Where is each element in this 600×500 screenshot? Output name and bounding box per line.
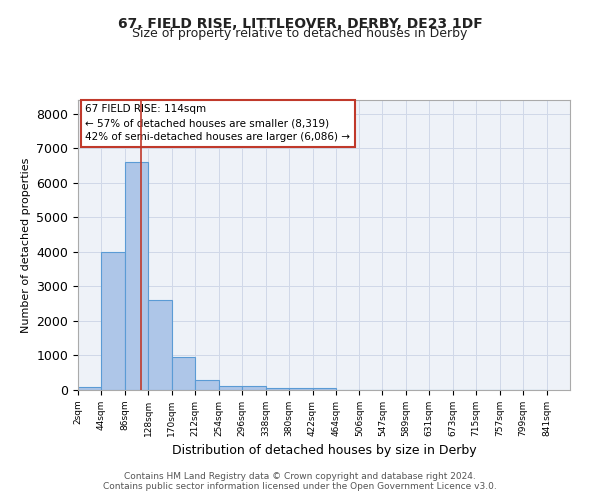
Bar: [266, 388, 289, 390]
Text: 67, FIELD RISE, LITTLEOVER, DERBY, DE23 1DF: 67, FIELD RISE, LITTLEOVER, DERBY, DE23 …: [118, 18, 482, 32]
Bar: [101, 252, 125, 390]
Bar: [78, 387, 101, 390]
Bar: [195, 380, 219, 390]
Bar: [242, 386, 266, 390]
Text: Size of property relative to detached houses in Derby: Size of property relative to detached ho…: [133, 28, 467, 40]
Text: Contains HM Land Registry data © Crown copyright and database right 2024.: Contains HM Land Registry data © Crown c…: [124, 472, 476, 481]
Bar: [289, 388, 313, 390]
Bar: [125, 162, 148, 390]
Y-axis label: Number of detached properties: Number of detached properties: [21, 158, 31, 332]
Text: Contains public sector information licensed under the Open Government Licence v3: Contains public sector information licen…: [103, 482, 497, 491]
Bar: [313, 388, 336, 390]
Bar: [148, 300, 172, 390]
Text: 67 FIELD RISE: 114sqm
← 57% of detached houses are smaller (8,319)
42% of semi-d: 67 FIELD RISE: 114sqm ← 57% of detached …: [85, 104, 350, 142]
Bar: [219, 386, 242, 390]
X-axis label: Distribution of detached houses by size in Derby: Distribution of detached houses by size …: [172, 444, 476, 458]
Bar: [172, 357, 195, 390]
